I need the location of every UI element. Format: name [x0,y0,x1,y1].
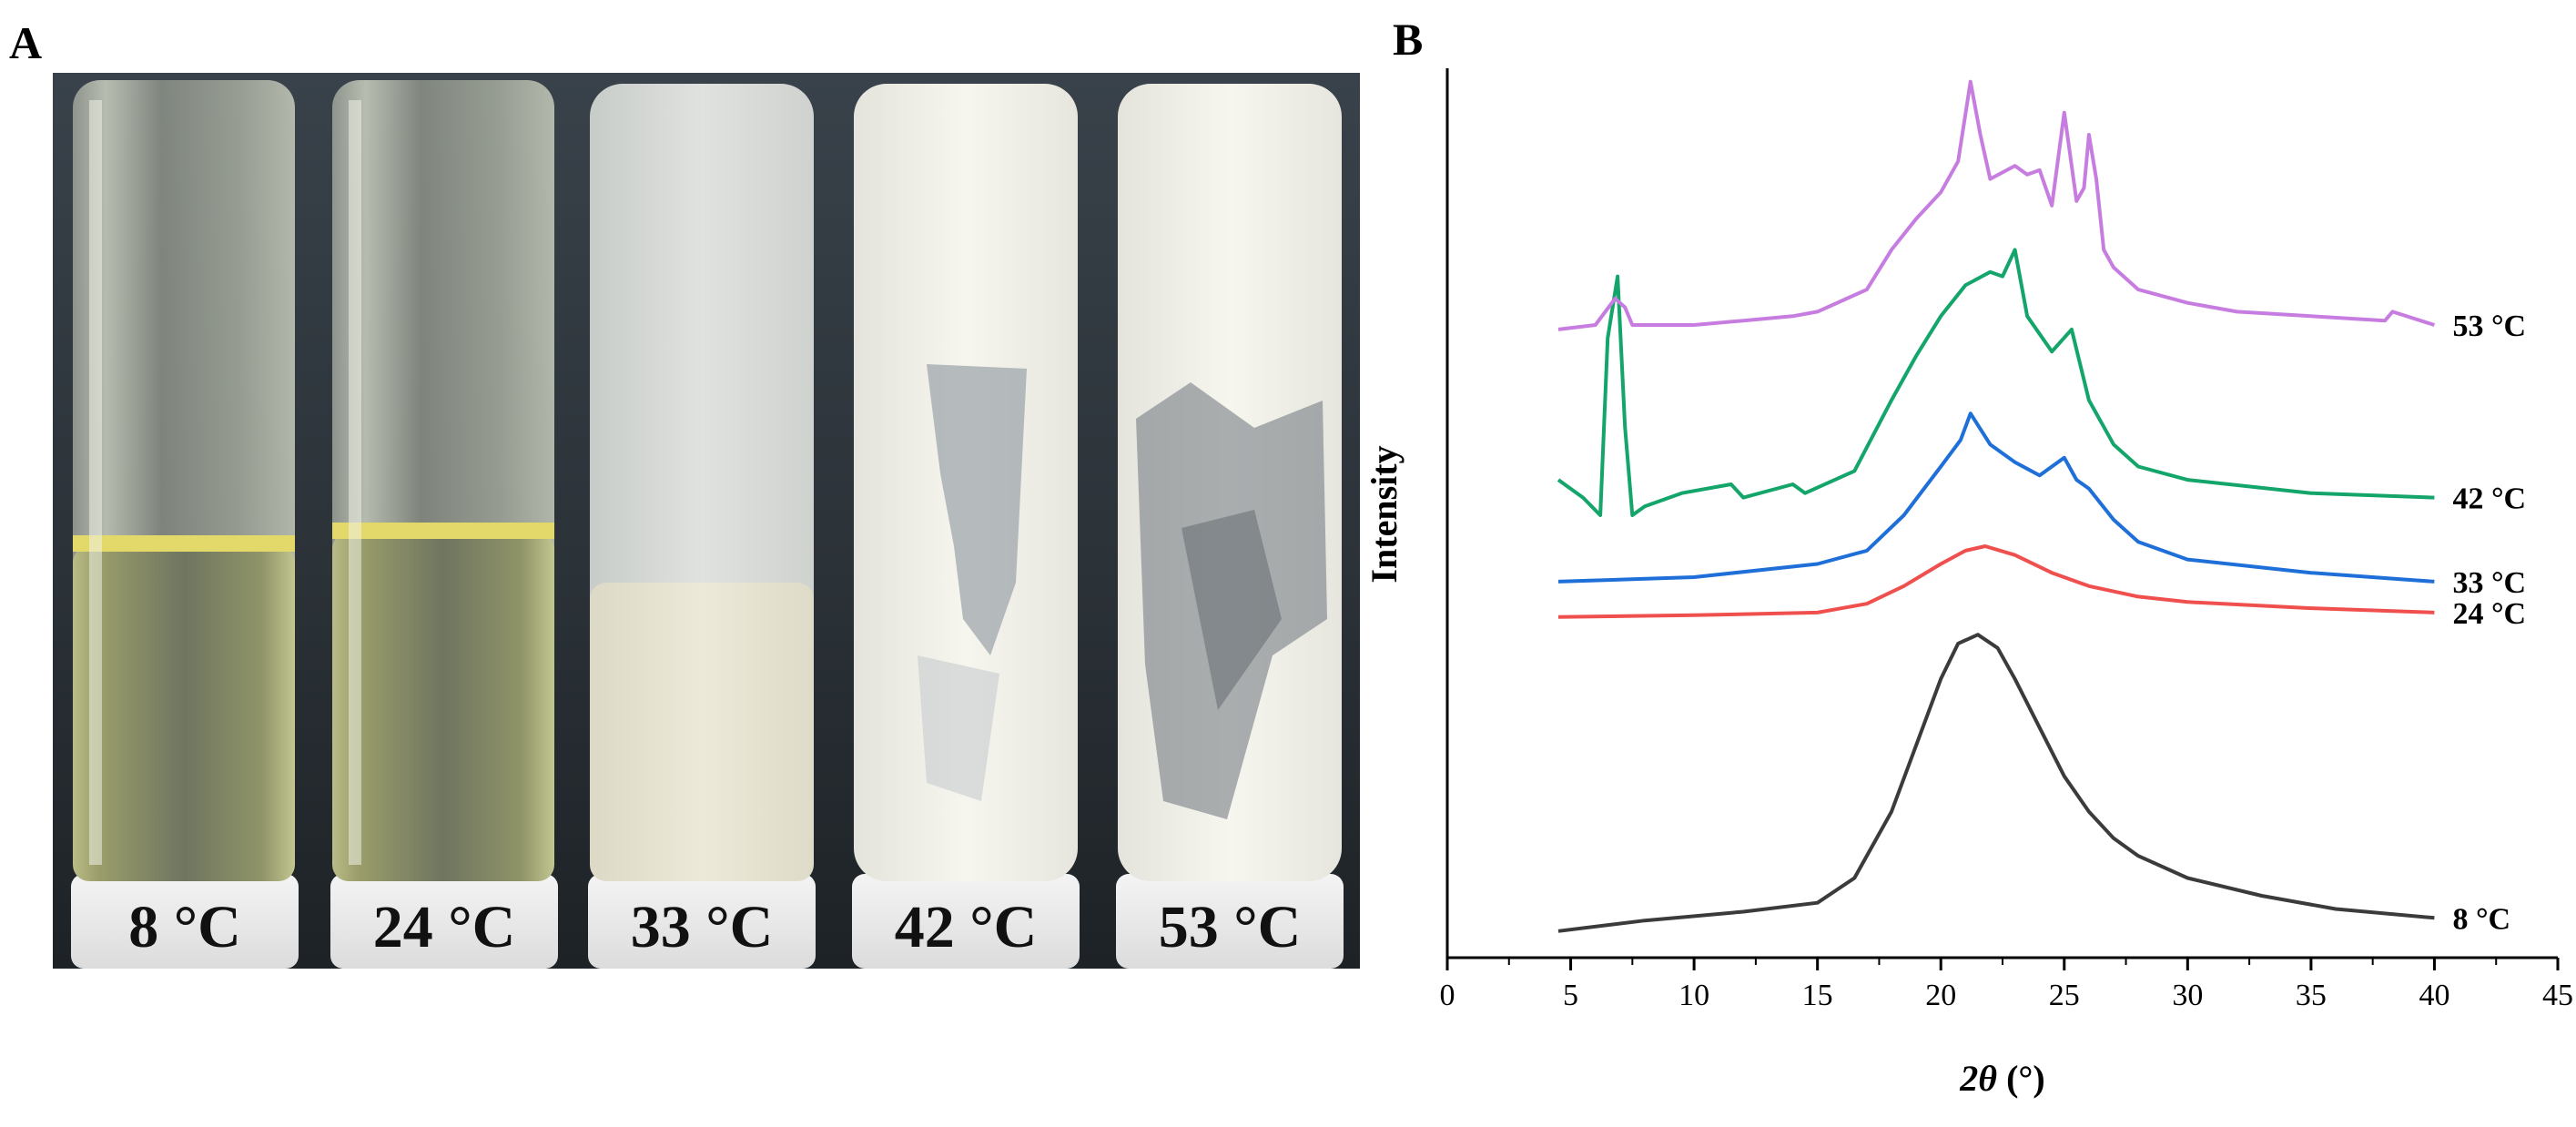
vials-photo: 8 °C 24 °C 33 °C 42 °C 53 °C [53,73,1360,969]
vial-liquid [73,546,295,881]
vial-label-53c: 53 °C [1159,894,1302,960]
panel-a-letter: A [9,17,43,68]
glass-highlight [349,100,361,865]
vial-24c: 24 °C [330,80,558,969]
series-label: 24 °C [2452,597,2526,631]
x-ticks: 0 5 10 15 20 25 30 35 40 45 [1440,958,2573,1012]
vial-42c: 42 °C [852,84,1080,969]
vial-label-8c: 8 °C [128,894,241,960]
vial-turbid-bottom [590,583,814,881]
vial-clear-patch [1182,510,1282,710]
y-axis-title: Intensity [1365,445,1405,583]
x-tick-label: 45 [2542,979,2573,1012]
vial-label-42c: 42 °C [895,894,1038,960]
vial-cap [852,874,1080,969]
series-label: 8 °C [2452,902,2510,936]
series-line [1557,79,2436,331]
x-tick-label: 25 [2049,979,2080,1012]
series-group [1557,79,2436,933]
x-tick-label: 10 [1678,979,1709,1012]
vial-cap [71,874,299,969]
x-tick-label: 5 [1563,979,1578,1012]
vial-53c: 53 °C [1116,84,1344,969]
x-tick-label: 0 [1440,979,1455,1012]
plot-frame [1445,68,2558,959]
vial-cap [330,874,558,969]
vial-label-24c: 24 °C [373,894,516,960]
x-axis-unit: (°) [1997,1058,2045,1099]
series-line [1557,633,2435,933]
vial-33c: 33 °C [588,84,816,969]
x-tick-label: 35 [2296,979,2327,1012]
vial-cap [588,874,816,969]
series-line [1557,544,2435,619]
panel-b-letter: B [1393,14,1424,65]
liquid-meniscus [73,535,295,552]
series-line [1557,411,2435,584]
glass-highlight [89,100,102,865]
xrd-chart: 0 5 10 15 20 25 30 35 40 45 8 °C 24 °C33 °C 42 °C 53… [1365,68,2573,1099]
vial-clear-patch [918,655,999,801]
x-axis-title: 2θ (°) [1959,1058,2044,1099]
x-tick-label: 40 [2419,979,2449,1012]
x-tick-label: 30 [2172,979,2203,1012]
series-labels: 8 °C 24 °C33 °C 42 °C 53 °C [2452,310,2526,936]
x-axis-symbol: 2θ [1959,1058,1997,1099]
vial-label-33c: 33 °C [631,894,774,960]
vial-cap [1116,874,1344,969]
series-label: 42 °C [2452,482,2526,516]
liquid-meniscus [332,523,554,539]
series-label: 53 °C [2452,310,2526,343]
vial-8c: 8 °C [71,80,299,969]
vial-clear-patch [927,364,1027,655]
x-tick-label: 20 [1925,979,1956,1012]
x-tick-label: 15 [1802,979,1833,1012]
series-line [1557,248,2435,517]
vial-liquid [332,533,554,881]
series-label: 33 °C [2452,566,2526,600]
